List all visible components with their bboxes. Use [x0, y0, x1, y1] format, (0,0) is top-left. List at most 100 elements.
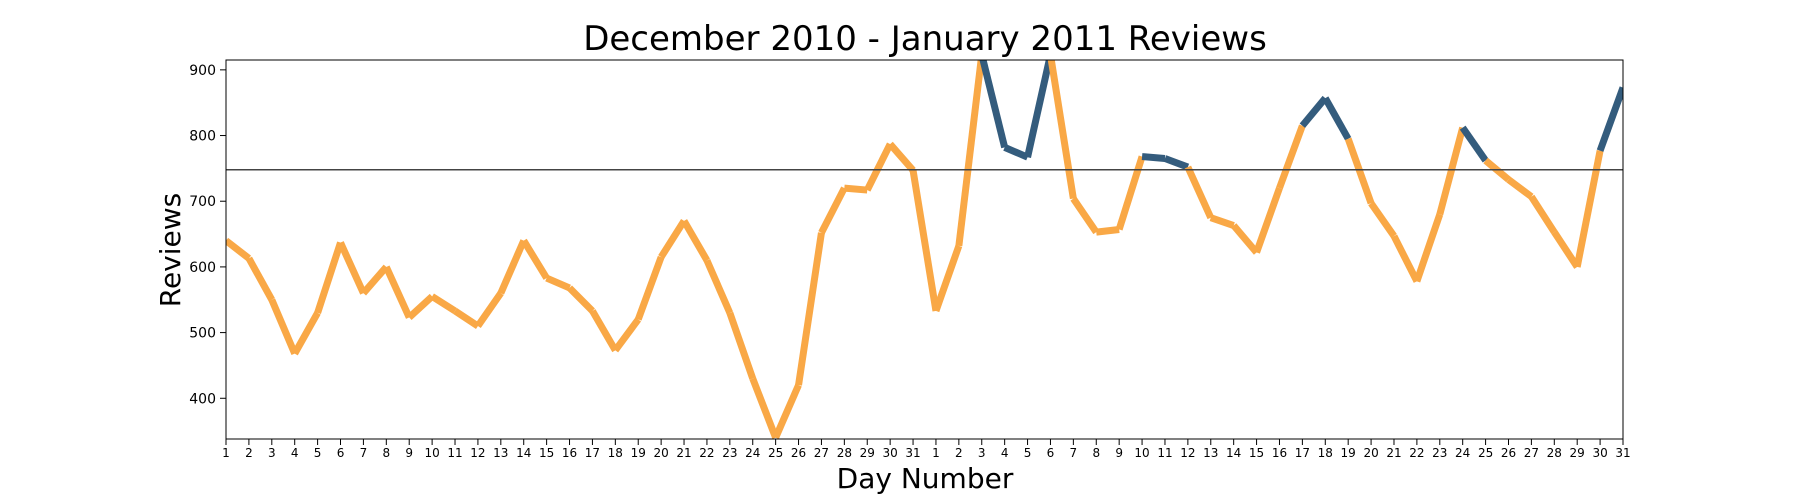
x-tick-label: 13	[493, 446, 508, 460]
x-tick-label: 23	[1432, 446, 1447, 460]
line-segment	[726, 311, 757, 380]
x-tick-label: 20	[653, 446, 668, 460]
x-tick-label: 25	[1478, 446, 1493, 460]
line-segment	[818, 186, 848, 235]
x-tick-label: 27	[1524, 446, 1539, 460]
x-tick-label: 22	[699, 446, 714, 460]
line-segment	[1596, 86, 1623, 152]
x-tick-label: 21	[676, 446, 691, 460]
x-tick-label: 1	[932, 446, 940, 460]
x-tick-label: 11	[1157, 446, 1172, 460]
line-segment	[681, 219, 710, 263]
line-segment	[1276, 124, 1306, 190]
line-segment	[497, 239, 527, 295]
x-tick-label: 10	[1134, 446, 1149, 460]
line-segment	[864, 142, 894, 192]
y-tick-label: 700	[189, 194, 216, 210]
line-segment	[1436, 126, 1467, 216]
line-segment	[1413, 213, 1444, 283]
y-axis-label: Reviews	[154, 193, 187, 308]
line-segment	[545, 274, 571, 292]
line-segment	[1163, 155, 1190, 171]
line-segment	[520, 238, 550, 280]
line-segment	[1459, 125, 1489, 163]
x-tick-label: 3	[268, 446, 276, 460]
line-segment	[1003, 144, 1029, 161]
y-tick-label: 600	[189, 260, 216, 276]
line-segment	[955, 60, 985, 247]
line-segment	[337, 241, 367, 295]
line-segment	[1070, 196, 1100, 235]
x-tick-label: 21	[1386, 446, 1401, 460]
line-segment	[887, 141, 916, 173]
x-tick-label: 17	[1295, 446, 1310, 460]
line-segment	[383, 265, 413, 319]
x-tick-label: 16	[562, 446, 577, 460]
line-segment	[406, 293, 435, 321]
x-tick-label: 29	[1570, 446, 1585, 460]
line-segment	[475, 291, 504, 329]
x-tick-label: 28	[1547, 446, 1562, 460]
line-segment	[703, 258, 734, 315]
y-tick-label: 800	[189, 129, 216, 145]
x-tick-label: 6	[1047, 446, 1055, 460]
line-segment	[1344, 137, 1375, 205]
line-segment	[1231, 223, 1260, 255]
x-tick-label: 24	[1455, 446, 1470, 460]
x-tick-label: 23	[722, 446, 737, 460]
line-segment	[314, 241, 344, 314]
line-segment	[1209, 214, 1235, 229]
x-tick-label: 10	[424, 446, 439, 460]
y-tick-label: 500	[189, 326, 216, 342]
x-tick-label: 29	[860, 446, 875, 460]
x-tick-label: 7	[1070, 446, 1078, 460]
x-tick-label: 15	[1249, 446, 1264, 460]
x-tick-label: 5	[1024, 446, 1032, 460]
line-segment	[1506, 176, 1534, 200]
x-tick-label: 30	[883, 446, 898, 460]
x-tick-label: 14	[516, 446, 531, 460]
x-tick-label: 20	[1363, 446, 1378, 460]
line-segment	[909, 169, 940, 312]
line-segment	[1299, 95, 1328, 128]
x-tick-label: 2	[955, 446, 963, 460]
line-segment	[1390, 234, 1421, 283]
line-segment	[1184, 165, 1214, 220]
line-segment	[1528, 194, 1558, 234]
x-tick-label: 8	[382, 446, 390, 460]
x-tick-label: 7	[360, 446, 368, 460]
chart-title: December 2010 - January 2011 Reviews	[583, 19, 1267, 59]
line-segment	[567, 285, 595, 314]
line-segment	[291, 311, 321, 356]
line-segment	[1095, 225, 1120, 236]
line-segment	[795, 232, 825, 386]
y-tick-label: 900	[189, 63, 216, 79]
line-segment	[1047, 60, 1077, 200]
line-segment	[1322, 96, 1352, 141]
x-tick-label: 30	[1592, 446, 1607, 460]
line-segment	[1024, 60, 1053, 158]
x-tick-label: 14	[1226, 446, 1241, 460]
line-segment	[226, 237, 252, 262]
x-tick-label: 9	[1115, 446, 1123, 460]
line-segment	[589, 309, 619, 353]
x-tick-label: 4	[291, 446, 299, 460]
x-tick-label: 12	[1180, 446, 1195, 460]
x-tick-label: 1	[222, 446, 230, 460]
x-tick-label: 4	[1001, 446, 1009, 460]
line-segment	[430, 293, 457, 314]
x-axis-label: Day Number	[837, 462, 1014, 495]
line-segment	[1368, 201, 1397, 239]
y-tick-label: 400	[189, 391, 216, 407]
x-tick-label: 26	[1501, 446, 1516, 460]
series-line	[226, 60, 1623, 439]
x-tick-label: 9	[405, 446, 413, 460]
line-segment	[772, 383, 802, 439]
x-tick-label: 18	[608, 446, 623, 460]
line-segment	[1141, 153, 1166, 163]
x-tick-label: 5	[314, 446, 322, 460]
line-segment	[932, 244, 963, 313]
x-tick-label: 12	[470, 446, 485, 460]
